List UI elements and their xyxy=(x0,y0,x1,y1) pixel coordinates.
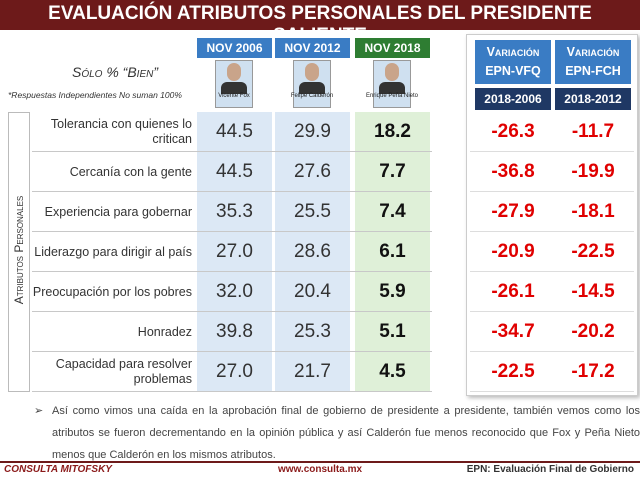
cell-value: 28.6 xyxy=(294,241,331,262)
cell-value: 44.5 xyxy=(216,161,253,182)
row-divider xyxy=(32,151,432,152)
row-divider xyxy=(32,391,432,392)
cell-value: 5.1 xyxy=(379,321,406,342)
row-divider xyxy=(32,351,432,352)
row-label: Liderazgo para dirigir al país xyxy=(34,244,192,259)
variation-value: -11.7 xyxy=(571,121,615,142)
row-divider xyxy=(470,391,634,392)
row-divider xyxy=(470,191,634,192)
cell-value: 6.1 xyxy=(379,241,406,262)
cell-value: 7.4 xyxy=(379,201,406,222)
variation-period: 2018-2006 xyxy=(475,88,551,110)
column-header: NOV 2018 xyxy=(355,38,430,58)
photo-head xyxy=(305,63,319,81)
column-bg xyxy=(275,112,350,392)
variation-value: -19.9 xyxy=(571,161,615,182)
cell-value: 18.2 xyxy=(374,121,411,142)
footer-left: CONSULTA MITOFSKY xyxy=(4,464,112,475)
footnote-block: ➢ Así como vimos una caída en la aprobaci… xyxy=(30,400,640,466)
cell-value: 35.3 xyxy=(216,201,253,222)
photo-name: Felipe Calderón xyxy=(290,93,334,99)
cell-value: 20.4 xyxy=(294,281,331,302)
variation-value: -17.2 xyxy=(571,361,615,382)
row-divider xyxy=(32,231,432,232)
footer-right: EPN: Evaluación Final de Gobierno xyxy=(466,464,634,475)
cell-value: 44.5 xyxy=(216,121,253,142)
variation-period: 2018-2012 xyxy=(555,88,631,110)
photo-name: Vicente Fox xyxy=(218,93,250,99)
variation-value: -26.1 xyxy=(491,281,535,302)
row-divider xyxy=(470,311,634,312)
row-divider xyxy=(32,271,432,272)
side-label: Atributos Personales xyxy=(12,195,26,305)
bullet: ➢ xyxy=(34,405,44,417)
row-label: Honradez xyxy=(137,324,192,339)
variation-value: -22.5 xyxy=(491,361,535,382)
cell-value: 25.5 xyxy=(294,201,331,222)
row-divider xyxy=(470,231,634,232)
note: *Respuestas Independientes No suman 100% xyxy=(8,90,182,100)
variation-value: -36.8 xyxy=(491,161,535,182)
column-header: NOV 2012 xyxy=(275,38,350,58)
column-header: NOV 2006 xyxy=(197,38,272,58)
variation-value: -34.7 xyxy=(491,321,535,342)
variation-value: -14.5 xyxy=(571,281,615,302)
photo-body xyxy=(299,82,325,94)
row-divider xyxy=(470,271,634,272)
row-divider xyxy=(32,191,432,192)
footer-center: www.consulta.mx xyxy=(277,464,363,475)
side-box xyxy=(8,112,30,392)
footnote: Así como vimos una caída en la aprobació… xyxy=(52,405,640,461)
cell-value: 29.9 xyxy=(294,121,331,142)
photo-head xyxy=(385,63,399,81)
variation-header: Variación EPN-FCH xyxy=(555,40,631,84)
variation-value: -20.9 xyxy=(491,241,535,262)
row-label: Cercanía con la gente xyxy=(69,164,192,179)
cell-value: 5.9 xyxy=(379,281,406,302)
row-label: Tolerancia con quienes lo critican xyxy=(50,117,192,146)
title-bar xyxy=(0,0,640,30)
variation-panel xyxy=(466,34,638,396)
cell-value: 39.8 xyxy=(216,321,253,342)
variation-header: Variación EPN-VFQ xyxy=(475,40,551,84)
variation-value: -26.3 xyxy=(491,121,535,142)
cell-value: 27.6 xyxy=(294,161,331,182)
variation-value: -27.9 xyxy=(491,201,535,222)
photo-body xyxy=(379,82,405,94)
row-divider xyxy=(470,151,634,152)
cell-value: 25.3 xyxy=(294,321,331,342)
photo-name: Enrique Peña Nieto xyxy=(365,93,419,99)
variation-value: -20.2 xyxy=(571,321,615,342)
row-divider xyxy=(32,311,432,312)
cell-value: 27.0 xyxy=(216,361,253,382)
column-bg xyxy=(355,112,430,392)
subtitle: Sólo % “Bien” xyxy=(71,64,158,80)
row-label: Preocupación por los pobres xyxy=(32,284,192,299)
variation-value: -22.5 xyxy=(571,241,615,262)
row-divider xyxy=(470,351,634,352)
cell-value: 4.5 xyxy=(379,361,406,382)
variation-value: -18.1 xyxy=(571,201,615,222)
cell-value: 7.7 xyxy=(379,161,406,182)
row-label: Capacidad para resolver problemas xyxy=(55,357,192,386)
row-label: Experiencia para gobernar xyxy=(44,204,192,219)
photo-head xyxy=(227,63,241,81)
cell-value: 27.0 xyxy=(216,241,253,262)
cell-value: 21.7 xyxy=(294,361,331,382)
photo-body xyxy=(221,82,247,94)
footer-bar xyxy=(0,461,640,480)
column-bg xyxy=(197,112,272,392)
cell-value: 32.0 xyxy=(216,281,253,302)
